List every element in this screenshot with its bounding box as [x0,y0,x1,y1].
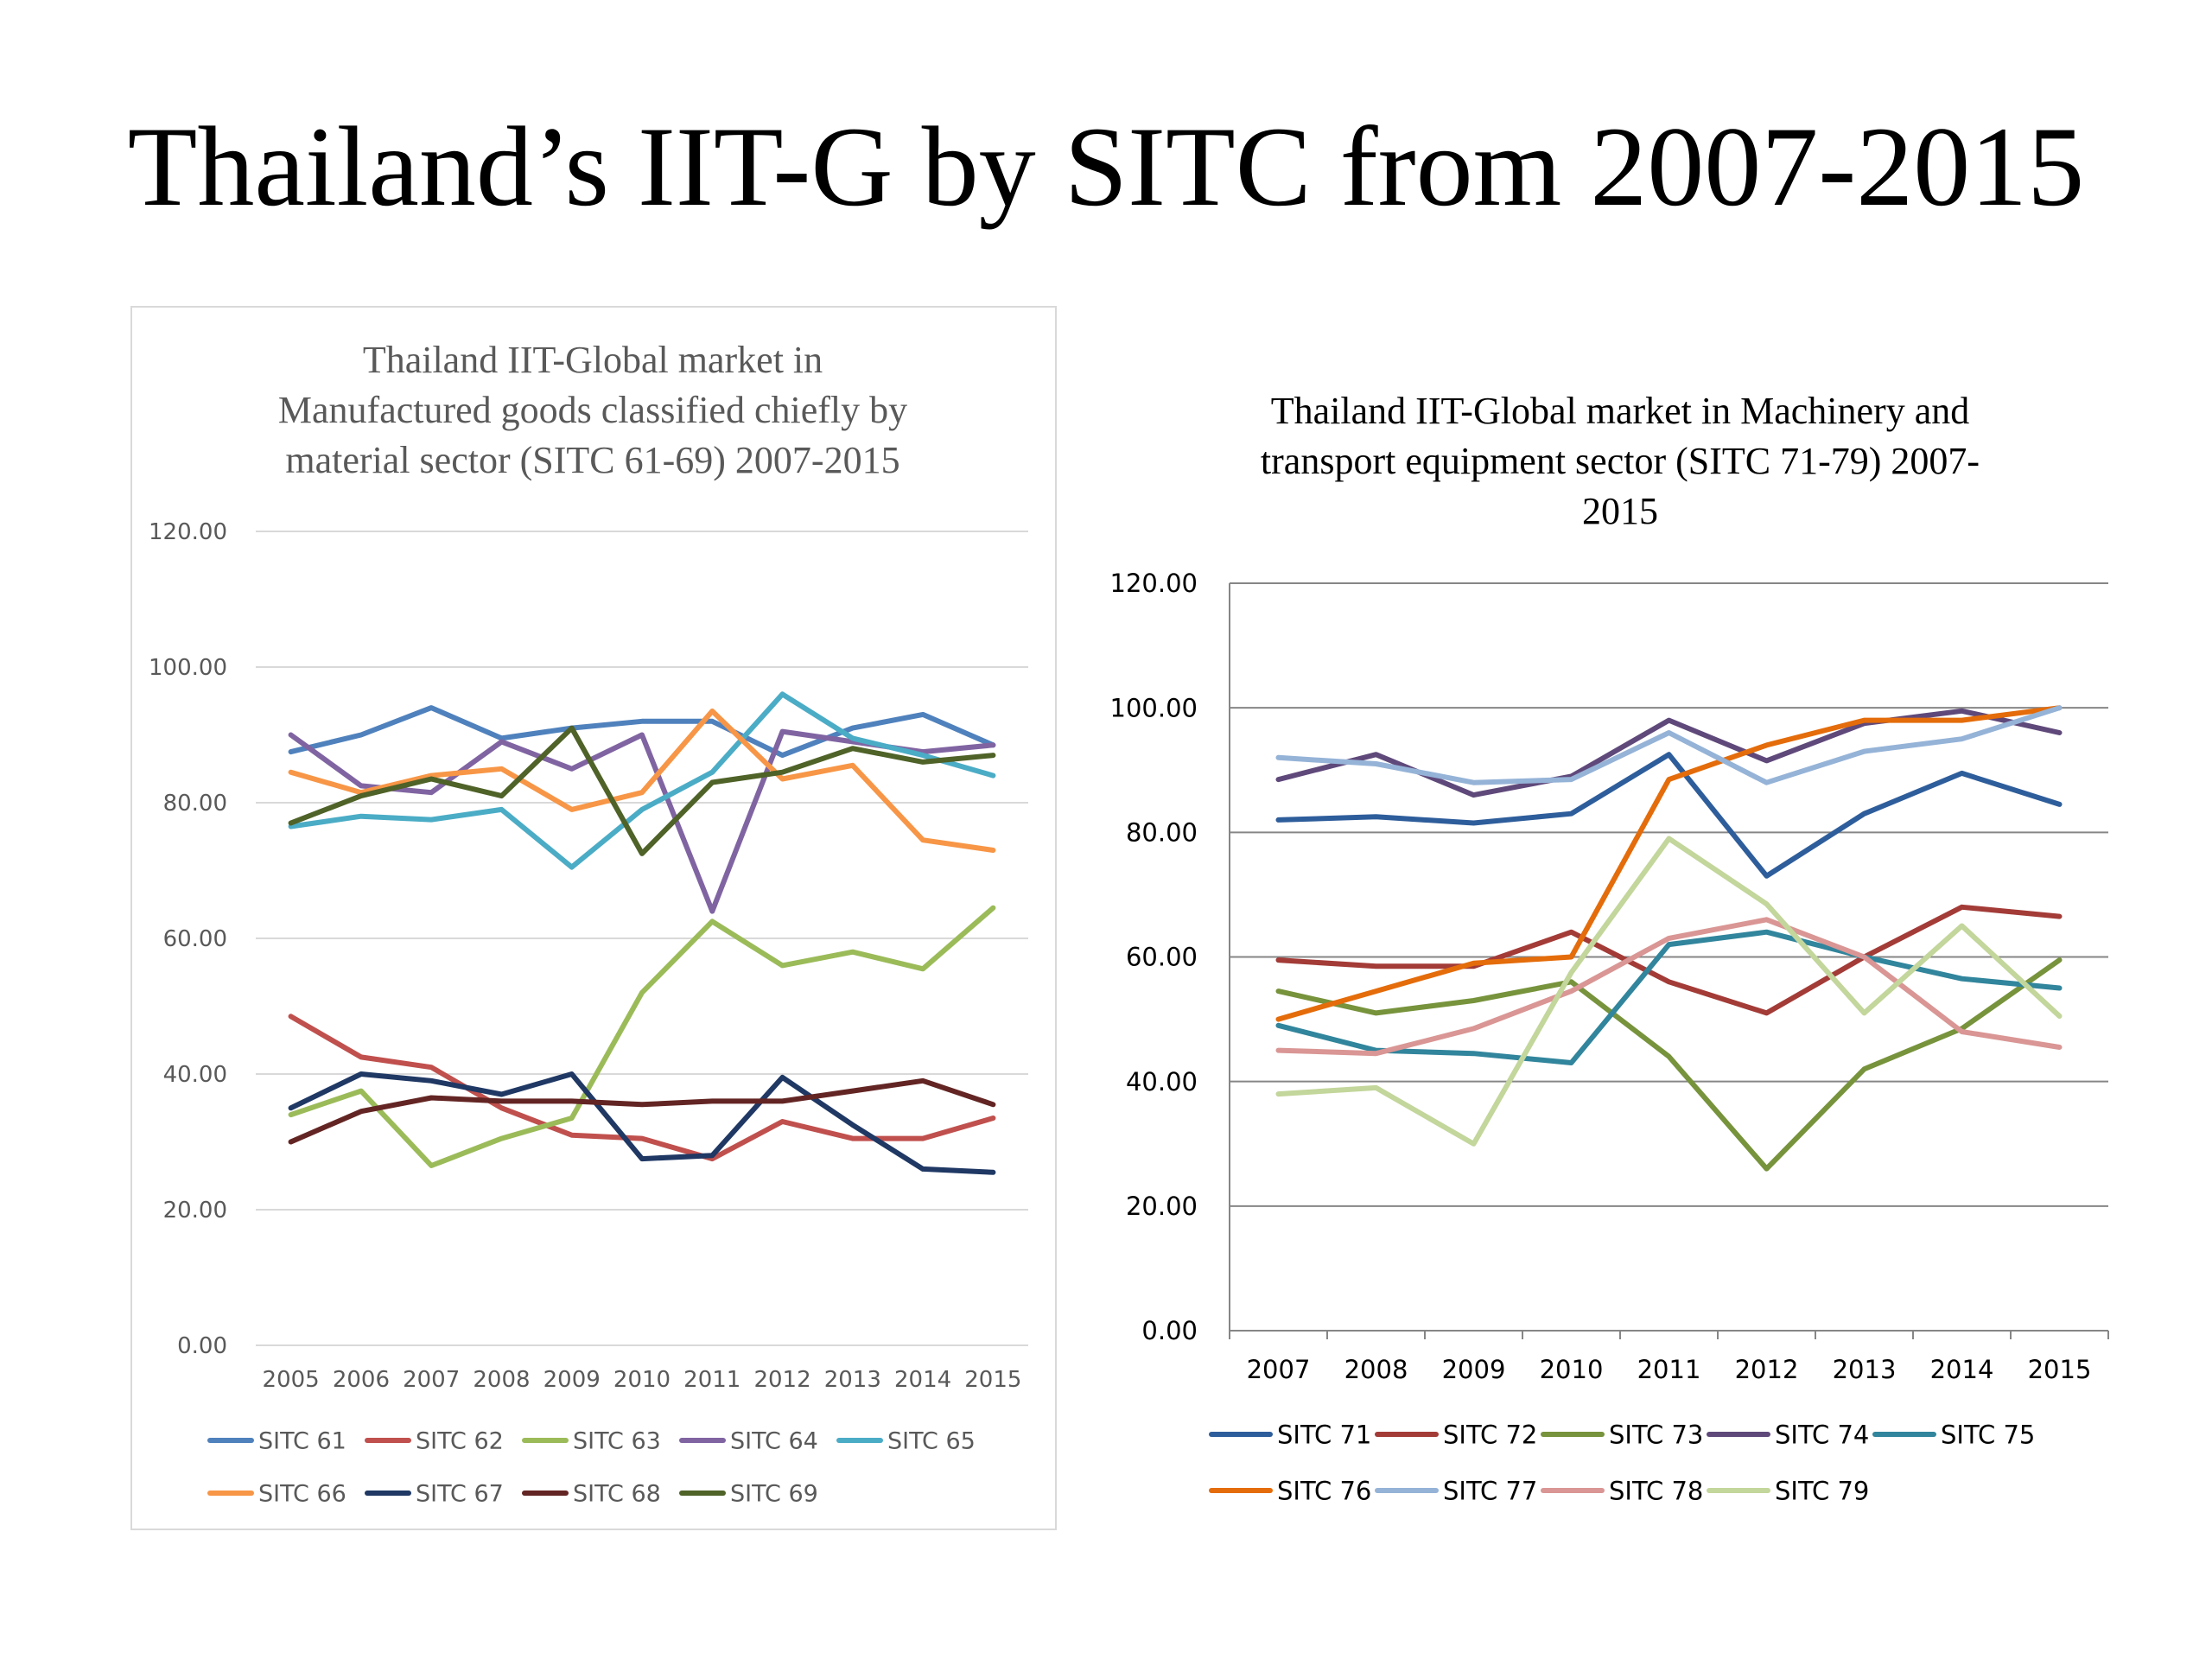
x-tick-label: 2009 [543,1367,601,1393]
series-line-sitc-66 [288,709,996,853]
legend-label: SITC 76 [1277,1476,1371,1505]
legend-label: SITC 69 [730,1481,818,1508]
series-line-sitc-75 [1275,929,2063,1065]
x-tick-label: 2014 [894,1367,951,1393]
legend-label: SITC 64 [730,1428,818,1455]
series-line-sitc-68 [288,1077,996,1145]
chart-title-machinery-transport: Thailand IIT-Global market in Machinery … [1197,386,2044,537]
y-tick-label: 120.00 [149,519,227,545]
x-tick-label: 2007 [403,1367,460,1393]
series-line-sitc-79 [1275,836,2063,1147]
x-tick-label: 2013 [1833,1355,1897,1384]
y-tick-label: 60.00 [1126,943,1198,972]
legend-label: SITC 67 [416,1481,504,1508]
series-line-sitc-65 [288,691,996,870]
y-tick-label: 60.00 [163,926,227,952]
y-tick-label: 120.00 [1110,569,1198,598]
x-tick-label: 2008 [1344,1355,1408,1384]
x-tick-label: 2015 [2028,1355,2092,1384]
legend-label: SITC 79 [1775,1476,1869,1505]
series-line-sitc-77 [1275,705,2063,785]
x-tick-label: 2015 [964,1367,1021,1393]
y-tick-label: 20.00 [163,1198,227,1224]
series-line-sitc-67 [288,1071,996,1175]
chart-title-line: material sector (SITC 61-69) 2007-2015 [285,439,900,481]
y-tick-label: 100.00 [149,655,227,681]
chart-title-line: transport equipment sector (SITC 71-79) … [1260,440,1980,482]
chart-panel-manufactured-goods [130,306,1057,1530]
slide-title: Thailand’s IIT-G by SITC from 2007-2015 [127,103,2085,230]
series-line-sitc-63 [288,905,996,1168]
y-tick-label: 100.00 [1110,693,1198,722]
series-line-sitc-72 [1275,904,2063,1016]
x-tick-label: 2005 [263,1367,320,1393]
x-tick-label: 2010 [1540,1355,1604,1384]
x-tick-label: 2010 [613,1367,671,1393]
legend-label: SITC 73 [1609,1420,1703,1449]
legend-label: SITC 68 [573,1481,661,1508]
legend-label: SITC 61 [258,1428,346,1455]
y-tick-label: 0.00 [1141,1316,1198,1345]
x-tick-label: 2009 [1442,1355,1506,1384]
x-tick-label: 2013 [824,1367,881,1393]
chart-title-line: Thailand IIT-Global market in Machinery … [1270,390,1970,432]
x-tick-label: 2012 [1735,1355,1799,1384]
series-line-sitc-73 [1275,957,2063,1172]
legend-label: SITC 72 [1443,1420,1537,1449]
x-tick-label: 2014 [1930,1355,1994,1384]
x-tick-label: 2011 [683,1367,741,1393]
series-line-sitc-61 [288,705,996,759]
y-tick-label: 20.00 [1126,1192,1198,1221]
x-tick-label: 2008 [473,1367,530,1393]
x-tick-label: 2006 [333,1367,390,1393]
legend-label: SITC 77 [1443,1476,1537,1505]
legend-label: SITC 74 [1775,1420,1869,1449]
chart-title-line: Manufactured goods classified chiefly by [277,389,908,431]
series-line-sitc-71 [1275,752,2063,879]
chart-title-line: Thailand IIT-Global market in [362,339,823,381]
x-tick-label: 2007 [1247,1355,1311,1384]
legend-label: SITC 62 [416,1428,504,1455]
x-tick-label: 2012 [753,1367,810,1393]
legend-label: SITC 78 [1609,1476,1703,1505]
legend-label: SITC 75 [1941,1420,2035,1449]
series-line-sitc-76 [1275,705,2063,1022]
y-tick-label: 40.00 [1126,1067,1198,1096]
x-tick-label: 2011 [1637,1355,1701,1384]
chart-title-manufactured-goods: Thailand IIT-Global market in Manufactur… [130,335,1056,486]
y-tick-label: 40.00 [163,1062,227,1088]
y-tick-label: 80.00 [163,791,227,817]
legend-label: SITC 65 [887,1428,976,1455]
chart-title-line: 2015 [1582,490,1658,532]
series-line-sitc-78 [1275,917,2063,1057]
y-tick-label: 80.00 [1126,817,1198,847]
series-line-sitc-69 [288,725,996,856]
y-tick-label: 0.00 [177,1333,227,1359]
legend-label: SITC 63 [573,1428,661,1455]
legend-label: SITC 66 [258,1481,346,1508]
legend-label: SITC 71 [1277,1420,1371,1449]
